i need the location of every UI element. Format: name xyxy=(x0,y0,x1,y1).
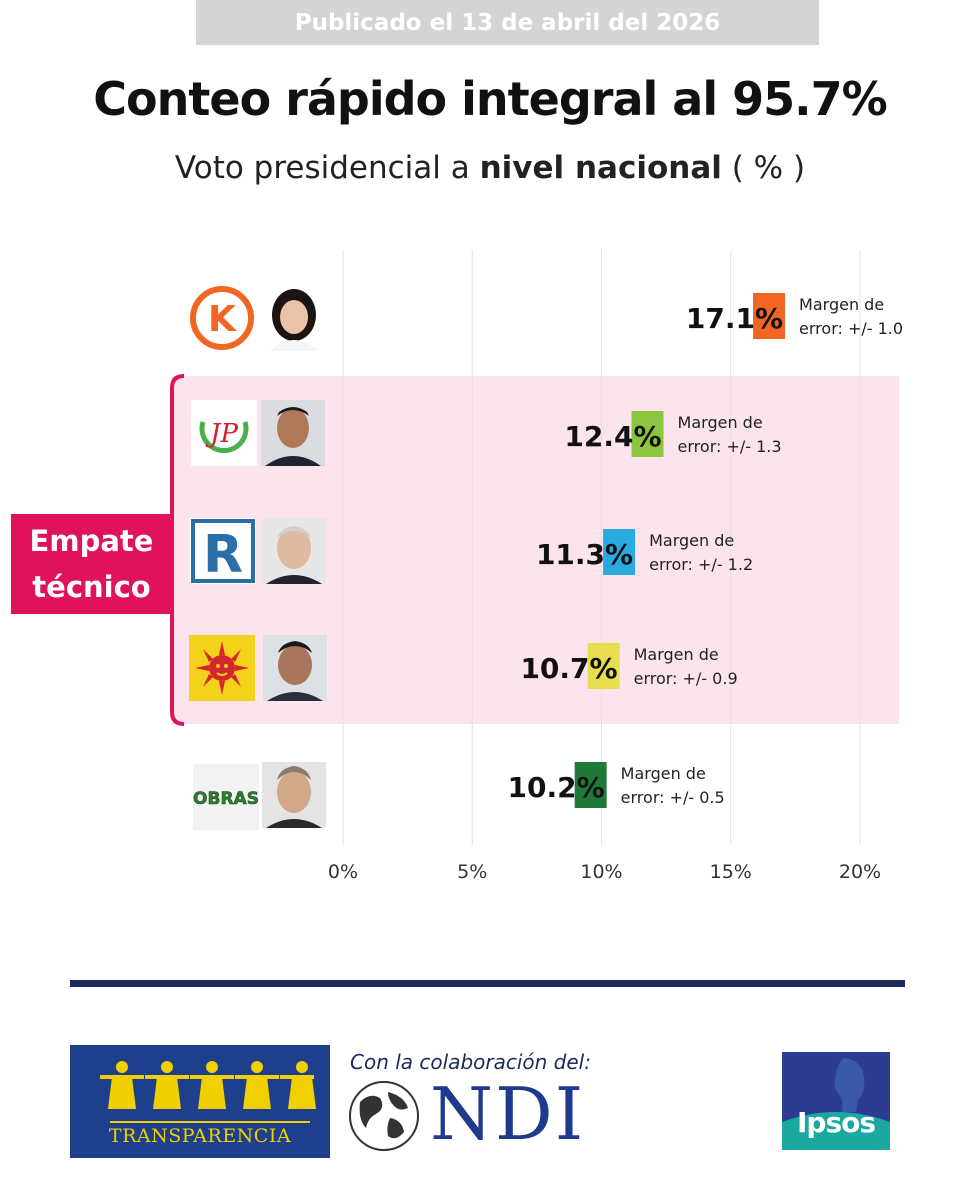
margin-line-2: error: +/- 1.0 xyxy=(799,319,903,338)
bar xyxy=(753,293,786,339)
margin-line-2: error: +/- 0.5 xyxy=(621,788,725,807)
margin-line-1: Margen de xyxy=(799,295,884,314)
data-label: 11.3% xyxy=(536,538,633,571)
fuerza-popular-logo: K xyxy=(189,285,255,351)
obras-logo: OBRAS xyxy=(193,764,259,830)
k-letter: K xyxy=(208,299,237,340)
margin-line-1: Margen de xyxy=(678,413,763,432)
empate-bracket xyxy=(170,374,185,726)
x-tick-label: 10% xyxy=(580,861,622,883)
transparencia-text: TRANSPARENCIA xyxy=(108,1125,292,1147)
bar xyxy=(587,643,620,689)
margin-line-1: Margen de xyxy=(634,645,719,664)
globe-icon xyxy=(349,1081,419,1151)
ndi-wordmark: NDI xyxy=(430,1072,586,1156)
subtitle-pre: Voto presidencial a xyxy=(174,150,480,186)
subtitle-bold: nivel nacional xyxy=(479,150,722,186)
empate-line-2: técnico xyxy=(32,570,151,604)
data-label: 12.4% xyxy=(564,420,661,453)
ndi-collab-text: Con la colaboración del: xyxy=(350,1050,591,1074)
jp-letters: JP xyxy=(205,419,238,449)
sun-logo xyxy=(189,635,255,701)
footer-divider xyxy=(70,980,905,987)
margin-line-2: error: +/- 0.9 xyxy=(634,669,738,688)
transparencia-logo: TRANSPARENCIA xyxy=(70,1045,330,1158)
bar xyxy=(631,411,664,457)
candidate-photo-4 xyxy=(263,635,327,701)
margin-line-2: error: +/- 1.2 xyxy=(649,555,753,574)
renovacion-popular-logo: R xyxy=(190,518,256,584)
candidate-photo-5 xyxy=(262,762,326,828)
margin-line-1: Margen de xyxy=(621,764,706,783)
candidate-photo-3 xyxy=(262,518,326,584)
bar xyxy=(574,762,607,808)
bar xyxy=(603,529,636,575)
candidate-photo-2 xyxy=(261,400,325,466)
data-label: 10.2% xyxy=(508,771,605,804)
subtitle-post: ( % ) xyxy=(721,150,806,186)
empate-line-1: Empate xyxy=(29,524,154,558)
x-tick-label: 15% xyxy=(710,861,752,883)
ipsos-silhouette-icon xyxy=(782,1052,890,1150)
x-tick-label: 5% xyxy=(457,861,487,883)
ipsos-text: Ipsos xyxy=(796,1106,876,1139)
data-label: 17.1% xyxy=(686,302,783,335)
candidate-photo-1 xyxy=(262,285,326,351)
juntos-por-el-peru-logo: JP xyxy=(191,400,257,466)
x-tick-label: 20% xyxy=(839,861,881,883)
obras-word: OBRAS xyxy=(193,789,259,809)
x-tick-label: 0% xyxy=(328,861,358,883)
empate-tecnico-label: Empate técnico xyxy=(11,514,172,614)
data-label: 10.7% xyxy=(520,652,617,685)
margin-line-2: error: +/- 1.3 xyxy=(678,437,782,456)
ipsos-logo: Ipsos xyxy=(782,1052,890,1150)
page-title: Conteo rápido integral al 95.7% xyxy=(93,72,887,126)
margin-line-1: Margen de xyxy=(649,531,734,550)
page-subtitle: Voto presidencial a nivel nacional ( % ) xyxy=(0,150,960,186)
r-letter: R xyxy=(203,525,243,584)
people-icon xyxy=(100,1061,316,1123)
published-banner: Publicado el 13 de abril del 2026 xyxy=(196,0,819,45)
